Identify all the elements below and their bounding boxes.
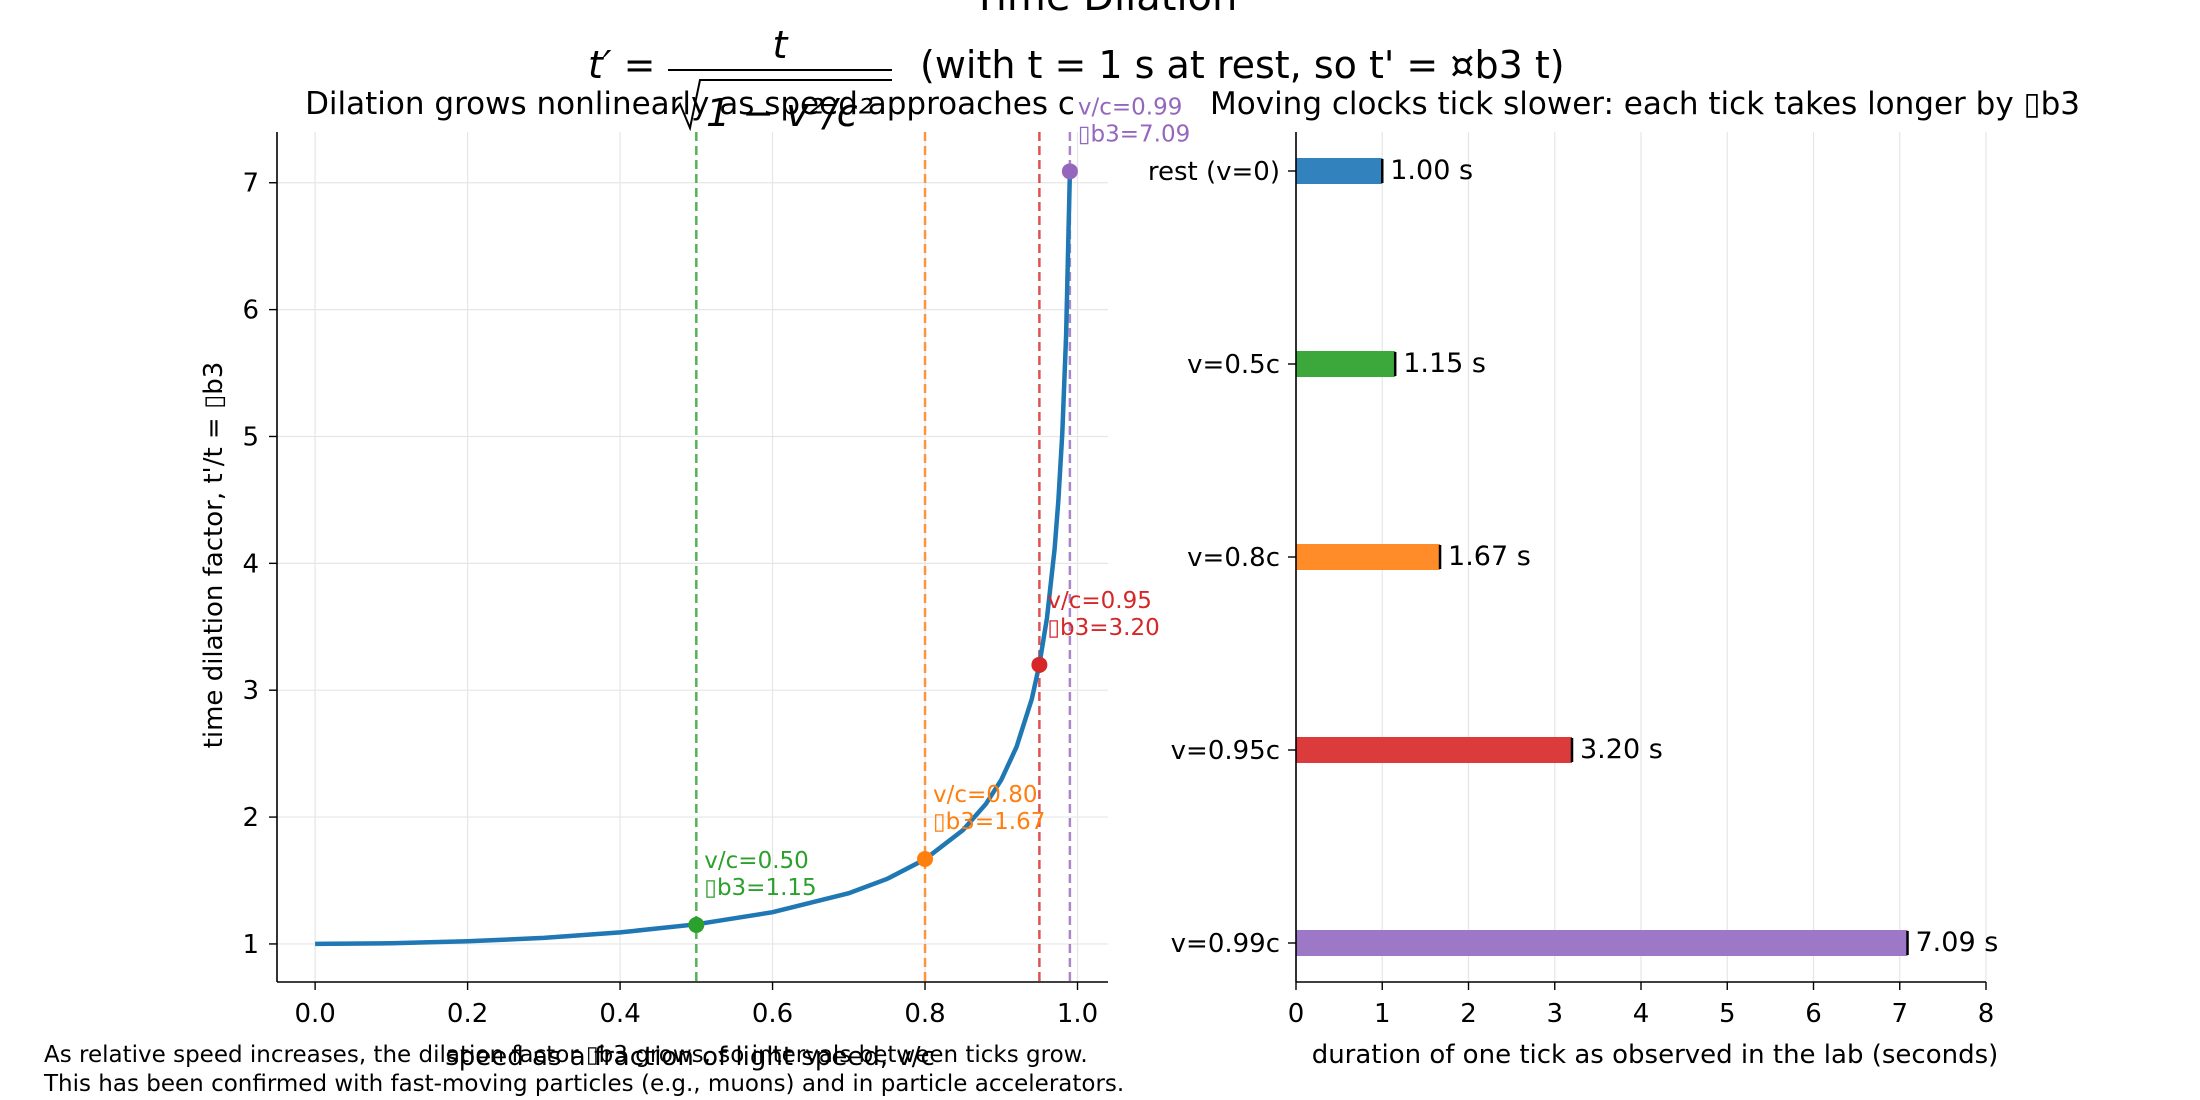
x-tick-label: 8 (1978, 999, 1995, 1029)
bar-value-label: 1.15 s (1403, 348, 1486, 379)
x-tick-label: 0.4 (599, 999, 640, 1029)
right-chart-category-labels: rest (v=0) v=0.5c v=0.8c v=0.95c v=0.99c (1148, 157, 1296, 959)
bar-value-label: 3.20 s (1580, 734, 1663, 765)
bar-value-label: 7.09 s (1916, 927, 1999, 958)
y-tick-label: 1 (242, 930, 259, 960)
formula-numerator: t (773, 23, 790, 67)
x-tick-label: 0 (1288, 999, 1305, 1029)
x-tick-label: 4 (1633, 999, 1650, 1029)
x-tick-label: 0.2 (447, 999, 488, 1029)
left-chart-y-ticks: 1 2 3 4 5 6 7 (242, 169, 277, 960)
marker-point (1031, 656, 1048, 673)
left-chart-grid (277, 132, 1108, 982)
y-tick-label: 3 (242, 676, 259, 706)
formula: t′ = t 1 − v²/c² (with t = 1 s at rest, … (588, 23, 1565, 135)
right-chart-x-axis-label: duration of one tick as observed in the … (1312, 1040, 1999, 1070)
x-tick-label: 0.0 (294, 999, 335, 1029)
formula-sqrt (673, 79, 892, 132)
duration-bar (1296, 930, 1908, 956)
x-tick-label: 7 (1891, 999, 1908, 1029)
left-chart-title: Dilation grows nonlinearly as speed appr… (305, 86, 1075, 122)
category-label: v=0.5c (1187, 350, 1280, 380)
right-chart-x-ticks: 0 1 2 3 4 5 6 7 8 (1288, 982, 1995, 1029)
y-tick-label: 4 (242, 549, 259, 579)
formula-denominator: 1 − v²/c² (706, 91, 873, 135)
y-tick-label: 6 (242, 296, 259, 326)
x-tick-label: 1.0 (1057, 999, 1098, 1029)
marker-label-gamma: ▯b3=1.67 (933, 809, 1045, 835)
marker-label-speed: v/c=0.99 (1078, 94, 1183, 120)
right-chart: Moving clocks tick slower: each tick tak… (1148, 86, 2080, 1070)
x-tick-label: 6 (1805, 999, 1822, 1029)
marker-label-speed: v/c=0.50 (704, 848, 809, 874)
duration-bar (1296, 544, 1441, 570)
marker-point (688, 916, 705, 933)
left-chart: Dilation grows nonlinearly as speed appr… (199, 86, 1190, 1072)
x-tick-label: 0.6 (752, 999, 793, 1029)
x-tick-label: 2 (1460, 999, 1477, 1029)
right-chart-bars: 1.00 s 1.15 s 1.67 s 3.20 s 7.09 s (1296, 155, 1998, 958)
marker-label-speed: v/c=0.80 (933, 782, 1038, 808)
y-tick-label: 2 (242, 803, 259, 833)
left-chart-x-ticks: 0.0 0.2 0.4 0.6 0.8 1.0 (294, 982, 1098, 1029)
duration-bar (1296, 351, 1396, 377)
category-label: v=0.8c (1187, 543, 1280, 573)
left-chart-reference-lines (695, 132, 1072, 982)
marker-label-speed: v/c=0.95 (1047, 588, 1152, 614)
y-tick-label: 5 (242, 422, 259, 452)
marker-label-gamma: ▯b3=7.09 (1078, 121, 1190, 147)
x-tick-label: 0.8 (904, 999, 945, 1029)
formula-lhs: t′ = (588, 43, 655, 87)
left-chart-axes (276, 132, 1108, 983)
x-tick-label: 1 (1374, 999, 1391, 1029)
figure-title: Time Dilation (972, 0, 1238, 20)
left-chart-y-axis-label: time dilation factor, t'/t = ▯b3 (199, 362, 229, 749)
marker-point (917, 850, 934, 867)
x-tick-label: 3 (1546, 999, 1563, 1029)
category-label: rest (v=0) (1148, 157, 1280, 187)
right-chart-title: Moving clocks tick slower: each tick tak… (1210, 86, 2080, 122)
duration-bar (1296, 737, 1572, 763)
footnote-line-2: This has been confirmed with fast-moving… (43, 1071, 1124, 1097)
left-chart-markers: v/c=0.50▯b3=1.15 v/c=0.80▯b3=1.67 v/c=0.95… (688, 94, 1190, 933)
category-label: v=0.95c (1171, 736, 1280, 766)
left-chart-x-axis-label: speed as a fraction of light speed, v/c (445, 1042, 935, 1072)
y-tick-label: 7 (242, 169, 259, 199)
marker-point (1061, 163, 1078, 180)
bar-value-label: 1.67 s (1448, 541, 1531, 572)
category-label: v=0.99c (1171, 929, 1280, 959)
x-tick-label: 5 (1719, 999, 1736, 1029)
marker-label-gamma: ▯b3=3.20 (1047, 615, 1159, 641)
footnote-line-1: As relative speed increases, the dilatio… (44, 1042, 1088, 1068)
duration-bar (1296, 158, 1383, 184)
formula-note: (with t = 1 s at rest, so t' = ¤b3 t) (920, 43, 1565, 87)
marker-label-gamma: ▯b3=1.15 (704, 875, 816, 901)
bar-value-label: 1.00 s (1390, 155, 1473, 186)
gamma-curve (315, 171, 1073, 947)
